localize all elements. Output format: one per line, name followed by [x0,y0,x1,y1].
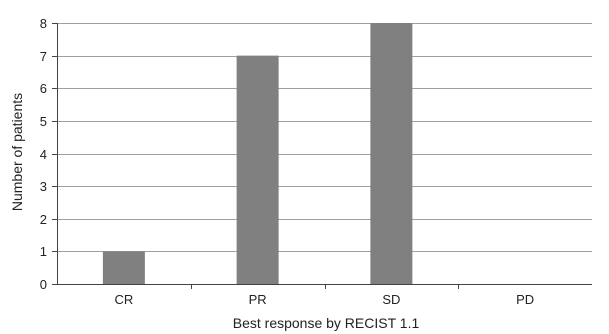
x-tick-label-cr: CR [114,292,133,307]
bars [102,23,413,284]
y-tick-label: 4 [40,147,47,162]
y-tick-label: 3 [40,179,47,194]
gridlines [57,23,592,252]
bar-sd [370,23,413,284]
y-tick-label: 2 [40,212,47,227]
y-tick-label: 1 [40,244,47,259]
y-tick-label: 8 [40,16,47,31]
x-axis-title: Best response by RECIST 1.1 [233,315,420,331]
axes [52,23,592,289]
x-tick-label-sd: SD [382,292,400,307]
y-tick-labels: 0 1 2 3 4 5 6 7 8 [40,16,47,292]
y-tick-label: 5 [40,114,47,129]
x-tick-label-pd: PD [516,292,534,307]
y-tick-label: 7 [40,49,47,64]
bar-pr [236,55,279,284]
y-axis-title: Number of patients [9,93,25,211]
x-tick-labels: CR PR SD PD [114,292,534,307]
bar-cr [102,251,145,284]
y-tick-label: 6 [40,81,47,96]
y-tick-label: 0 [40,277,47,292]
x-tick-label-pr: PR [249,292,267,307]
